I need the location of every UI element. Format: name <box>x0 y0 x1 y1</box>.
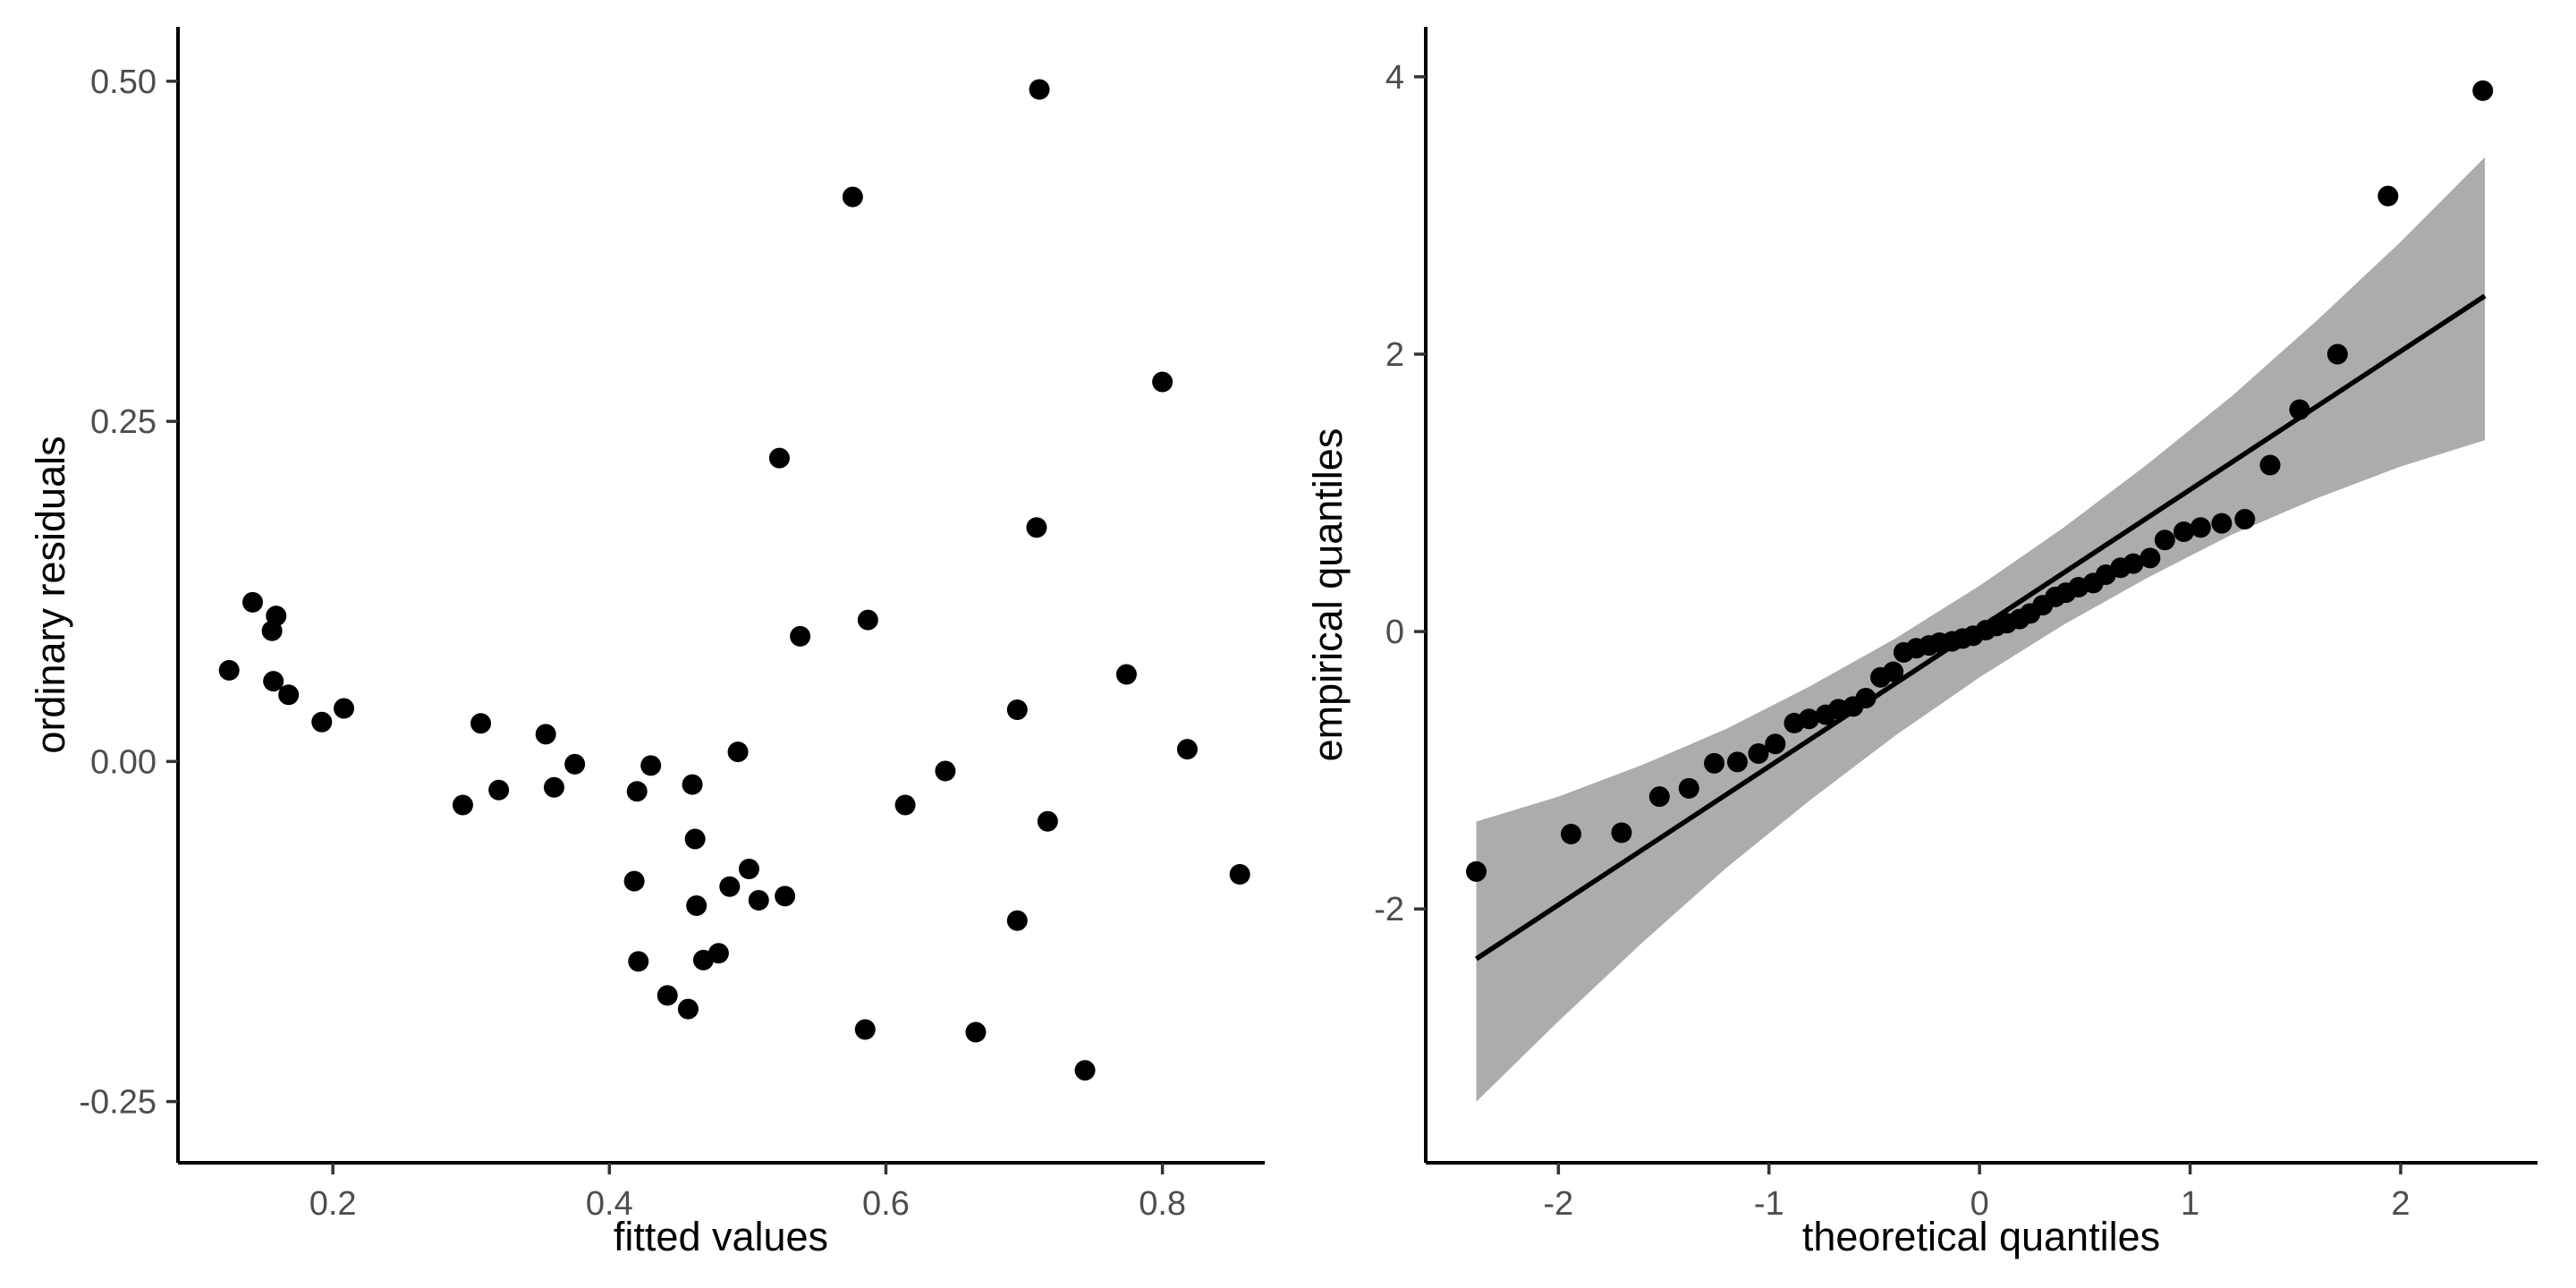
points-layer <box>1466 80 2494 882</box>
data-point <box>1726 751 1748 773</box>
data-point <box>2377 185 2399 207</box>
data-point <box>1115 664 1137 685</box>
data-point <box>1611 822 1632 843</box>
data-point <box>2123 553 2144 574</box>
data-point <box>682 774 703 795</box>
x-tick-label: 0.6 <box>862 1185 910 1223</box>
data-point <box>1176 739 1198 760</box>
data-point <box>1648 786 1670 808</box>
data-point <box>708 943 729 964</box>
data-point <box>965 1021 987 1043</box>
y-tick-label: 0.50 <box>90 64 157 101</box>
data-point <box>935 760 956 782</box>
data-point <box>623 870 645 892</box>
data-point <box>719 876 741 897</box>
data-point <box>242 591 263 613</box>
data-point <box>2289 399 2310 420</box>
data-point <box>2211 513 2233 534</box>
data-point <box>842 186 863 208</box>
data-point <box>1883 661 1904 682</box>
data-point <box>2326 343 2348 365</box>
data-point <box>564 753 586 775</box>
data-point <box>261 620 283 641</box>
data-point <box>2234 508 2256 530</box>
x-tick-label: 0.4 <box>586 1185 633 1223</box>
data-point <box>1678 777 1699 799</box>
data-point <box>218 659 240 681</box>
data-point <box>768 447 790 469</box>
data-point <box>775 886 796 907</box>
y-tick-label: 0.25 <box>90 403 157 441</box>
y-tick-label: 4 <box>1385 59 1404 97</box>
data-point <box>311 711 333 733</box>
x-tick-label: 0.2 <box>309 1185 357 1223</box>
axes-layer: -2 -1 0 1 2 -2 0 2 4 <box>1374 27 2538 1223</box>
x-axis-title: fitted values <box>614 1214 828 1259</box>
data-point <box>894 794 916 816</box>
data-point <box>2259 454 2281 476</box>
y-tick-label: 0.00 <box>90 743 157 781</box>
data-point <box>1466 860 1487 882</box>
data-point <box>1704 752 1725 774</box>
data-point <box>1765 733 1786 755</box>
data-point <box>488 779 510 801</box>
data-point <box>1748 743 1769 765</box>
qq-plot: -2 -1 0 1 2 -2 0 2 4 theoretical quantiles empir… <box>1305 27 2538 1259</box>
points-layer <box>218 79 1250 1081</box>
data-point <box>535 724 556 745</box>
data-point <box>333 698 354 719</box>
data-point <box>263 671 284 692</box>
data-point <box>854 1019 876 1040</box>
data-point <box>1560 823 1581 844</box>
data-point <box>640 755 662 776</box>
data-point <box>748 889 769 911</box>
y-axis-title: empirical quantiles <box>1305 428 1351 762</box>
axes-layer: 0.2 0.4 0.6 0.8 -0.25 0.00 0.25 0.50 <box>79 27 1265 1223</box>
y-tick-label: 0 <box>1385 614 1404 651</box>
y-tick-label: 2 <box>1385 336 1404 374</box>
data-point <box>684 828 706 850</box>
data-point <box>2472 80 2494 101</box>
data-point <box>657 985 678 1006</box>
data-point <box>543 776 564 798</box>
data-point <box>628 951 649 972</box>
data-point <box>2174 521 2194 542</box>
data-point <box>1037 810 1058 832</box>
x-tick-label: -2 <box>1543 1185 1573 1223</box>
data-point <box>452 794 473 816</box>
x-tick-label: 0.8 <box>1139 1185 1186 1223</box>
data-point <box>2154 530 2175 551</box>
x-tick-label: 2 <box>2391 1185 2410 1223</box>
data-point <box>738 858 759 879</box>
y-axis-title: ordinary residuals <box>28 436 73 753</box>
data-point <box>278 684 300 706</box>
data-point <box>1029 79 1050 100</box>
x-tick-label: 1 <box>2181 1185 2199 1223</box>
y-tick-label: -0.25 <box>79 1084 157 1122</box>
residuals-vs-fitted-plot: 0.2 0.4 0.6 0.8 -0.25 0.00 0.25 0.50 fitted val… <box>28 27 1265 1259</box>
data-point <box>2190 517 2211 538</box>
data-point <box>857 609 878 631</box>
data-point <box>1229 864 1250 886</box>
data-point <box>1006 910 1028 931</box>
x-axis-title: theoretical quantiles <box>1802 1214 2160 1259</box>
data-point <box>1855 688 1877 709</box>
data-point <box>470 713 492 734</box>
data-point <box>1026 517 1047 538</box>
data-point <box>626 781 648 802</box>
x-tick-label: -1 <box>1754 1185 1784 1223</box>
data-point <box>1006 699 1028 721</box>
data-point <box>727 741 749 763</box>
data-point <box>1798 708 1819 730</box>
data-point <box>790 625 811 647</box>
x-tick-label: 0 <box>1970 1185 1989 1223</box>
data-point <box>1074 1060 1096 1081</box>
data-point <box>1152 371 1174 393</box>
data-point <box>677 998 699 1020</box>
y-tick-label: -2 <box>1374 891 1404 928</box>
data-point <box>2140 547 2161 569</box>
data-point <box>686 895 708 917</box>
